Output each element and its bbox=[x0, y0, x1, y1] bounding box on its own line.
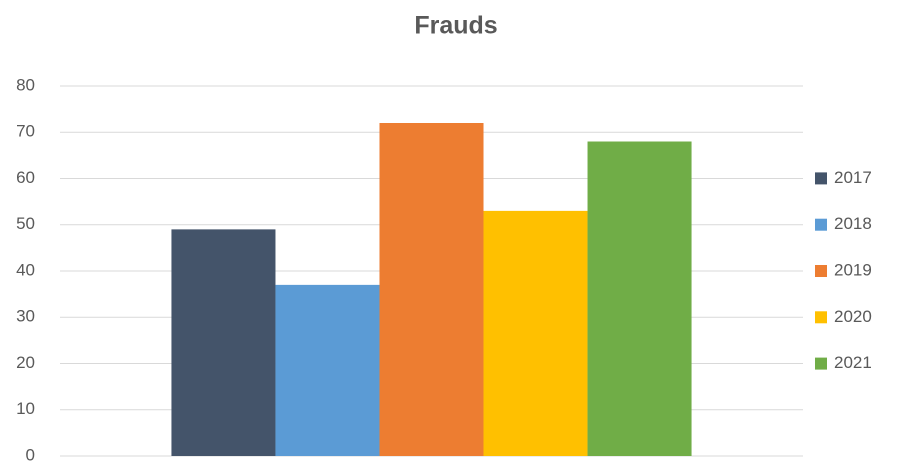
legend-swatch bbox=[815, 265, 827, 277]
legend-label: 2017 bbox=[834, 168, 872, 187]
y-tick-label: 10 bbox=[16, 399, 35, 418]
y-tick-label: 80 bbox=[16, 75, 35, 94]
y-tick-label: 20 bbox=[16, 353, 35, 372]
legend-label: 2020 bbox=[834, 307, 872, 326]
legend-swatch bbox=[815, 218, 827, 231]
legend-label: 2019 bbox=[834, 260, 872, 279]
y-tick-label: 30 bbox=[16, 307, 35, 326]
bar bbox=[275, 284, 380, 456]
bar bbox=[379, 123, 484, 456]
y-tick-label: 40 bbox=[16, 260, 35, 279]
legend-label: 2021 bbox=[834, 353, 872, 372]
y-tick-label: 50 bbox=[16, 214, 35, 233]
y-tick-label: 60 bbox=[16, 168, 35, 187]
bar bbox=[171, 229, 276, 456]
y-tick-label: 70 bbox=[16, 122, 35, 141]
legend-swatch bbox=[815, 172, 827, 185]
chart-title: Frauds bbox=[414, 12, 497, 40]
legend-label: 2018 bbox=[834, 214, 872, 233]
legend-swatch bbox=[815, 357, 827, 370]
y-tick-label: 0 bbox=[26, 445, 35, 463]
bar bbox=[587, 141, 692, 456]
legend-swatch bbox=[815, 311, 827, 324]
bar bbox=[483, 210, 588, 456]
